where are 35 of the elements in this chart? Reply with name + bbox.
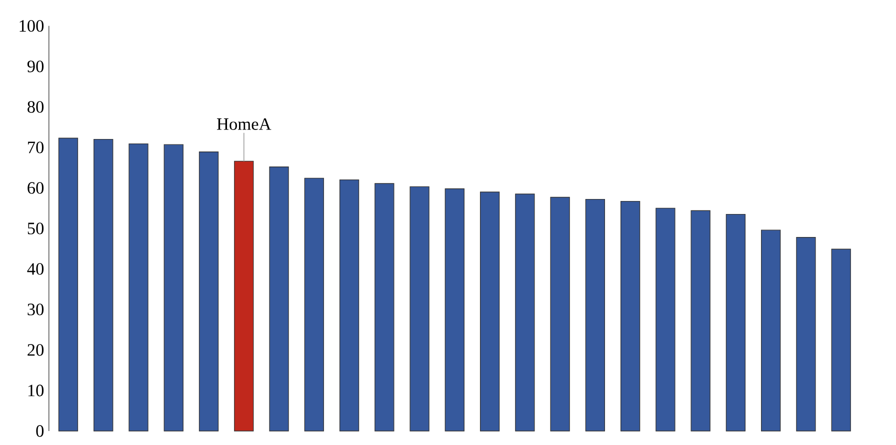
- bar: [726, 214, 746, 432]
- bar: [796, 236, 816, 432]
- y-tick-label: 60: [28, 182, 44, 194]
- annotation: HomeA: [216, 118, 272, 130]
- bar: [444, 188, 464, 432]
- y-tick-label: 40: [27, 262, 44, 275]
- bar: [410, 186, 430, 432]
- bar: [374, 183, 394, 432]
- y-tick-label: 90: [27, 60, 44, 72]
- bar: [761, 230, 781, 432]
- y-tick-label: 30: [28, 304, 44, 316]
- y-tick-label: 70: [28, 141, 44, 154]
- bar: [515, 194, 535, 432]
- bar: [550, 196, 570, 432]
- bar: [94, 138, 114, 432]
- bar: [234, 160, 254, 432]
- y-tick-label: 100: [20, 20, 44, 32]
- bar: [585, 198, 606, 432]
- bar: [656, 208, 676, 432]
- y-tick-label: 0: [36, 425, 44, 437]
- bar: [480, 192, 500, 432]
- bar: [304, 178, 324, 432]
- bar: [164, 144, 184, 432]
- bar: [198, 151, 219, 432]
- bar: [58, 138, 78, 432]
- y-tick-label: 10: [28, 384, 44, 396]
- bar: [831, 248, 851, 432]
- bar: [128, 143, 148, 432]
- y-tick-label: 50: [28, 222, 44, 234]
- bar: [269, 166, 289, 432]
- bar: [620, 200, 640, 432]
- y-tick-label: 80: [28, 100, 44, 113]
- y-tick-label: 20: [28, 344, 44, 356]
- bar: [690, 210, 710, 432]
- bar: [339, 179, 360, 432]
